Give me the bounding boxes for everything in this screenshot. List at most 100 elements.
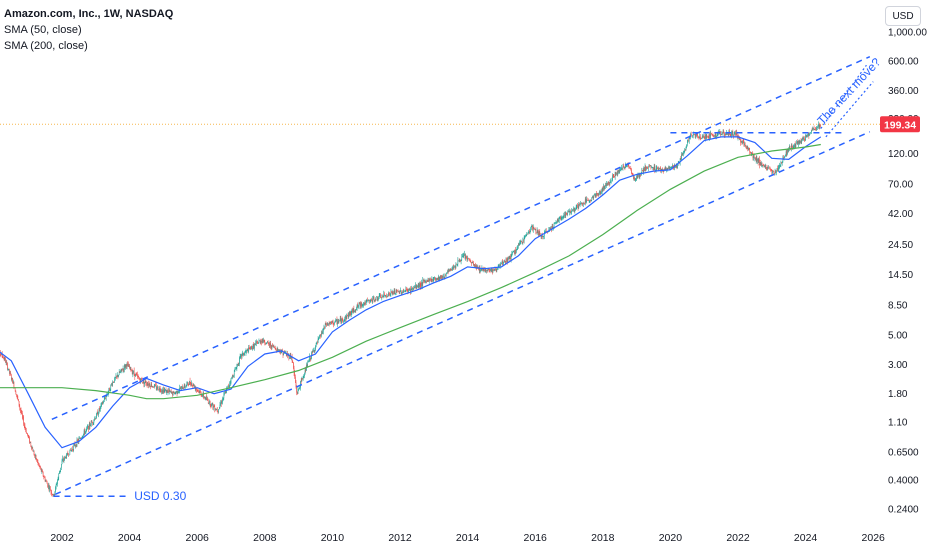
- candle-body: [803, 137, 804, 139]
- candle-body: [112, 382, 113, 386]
- candle-body: [320, 335, 321, 337]
- candle-body: [412, 288, 414, 290]
- candle-body: [196, 389, 198, 391]
- candle-body: [57, 480, 58, 485]
- candle-body: [750, 152, 751, 153]
- candle-body: [750, 152, 752, 156]
- candle-body: [256, 341, 257, 343]
- candle-body: [50, 487, 51, 491]
- candle-body: [813, 127, 814, 129]
- candle-body: [595, 193, 596, 197]
- candle-body: [142, 380, 144, 383]
- candle-body: [305, 369, 307, 371]
- candle-body: [189, 381, 191, 384]
- candle-body: [490, 269, 492, 272]
- candle-body: [178, 391, 179, 393]
- candle-body: [241, 354, 242, 357]
- candle-body: [523, 237, 525, 241]
- candle-body: [385, 295, 386, 296]
- candle-body: [787, 148, 789, 151]
- candle-body: [575, 208, 576, 210]
- candle-body: [373, 297, 374, 299]
- legend-sma200[interactable]: SMA (200, close): [4, 40, 88, 52]
- candle-body: [655, 168, 657, 170]
- candle-body: [42, 472, 44, 477]
- candle-body: [427, 281, 428, 282]
- candle-body: [148, 383, 149, 386]
- y-tick-label: 14.50: [888, 270, 913, 281]
- y-tick-label: 360.00: [888, 86, 919, 97]
- candle-body: [645, 166, 646, 170]
- drawings-group: [51, 55, 874, 497]
- candle-body: [222, 397, 224, 399]
- candle-body: [144, 382, 145, 384]
- candle-body: [382, 295, 383, 297]
- candle-body: [652, 167, 654, 168]
- candle-body: [57, 477, 59, 481]
- candle-body: [212, 402, 214, 408]
- candle-body: [436, 278, 438, 280]
- candle-body: [211, 402, 213, 404]
- candle-body: [519, 242, 520, 246]
- x-tick-label: 2020: [659, 532, 683, 544]
- candle-body: [150, 386, 151, 387]
- candle-body: [414, 286, 416, 288]
- candle-body: [454, 266, 455, 268]
- candle-body: [306, 365, 308, 367]
- candle-body: [174, 392, 175, 395]
- candle-body: [755, 157, 756, 161]
- candle-body: [406, 288, 407, 290]
- candle-body: [538, 231, 540, 236]
- candle-body: [805, 135, 806, 140]
- currency-button[interactable]: USD: [885, 6, 921, 26]
- candle-body: [668, 167, 670, 169]
- candle-body: [735, 132, 737, 135]
- candle-body: [128, 363, 129, 367]
- candle-body: [486, 270, 488, 271]
- candle-body: [620, 169, 621, 171]
- candle-body: [722, 134, 723, 135]
- candle-body: [313, 350, 314, 351]
- candle-body: [155, 385, 156, 386]
- candle-body: [94, 418, 95, 421]
- candle-body: [310, 358, 312, 360]
- candle-body: [501, 261, 503, 263]
- candle-body: [68, 454, 70, 456]
- candle-body: [351, 309, 353, 313]
- candle-body: [783, 157, 785, 159]
- x-axis[interactable]: 2002 2004 2006 2008 2010 2012 2014 2016 2018 2020…: [50, 532, 885, 544]
- candle-body: [53, 494, 55, 495]
- candle-body: [704, 137, 706, 139]
- legend-symbol[interactable]: Amazon.com, Inc., 1W, NASDAQ: [4, 8, 174, 20]
- candle-body: [643, 167, 645, 172]
- candle-body: [88, 425, 89, 430]
- candle-body: [256, 341, 258, 343]
- candle-body: [59, 470, 61, 473]
- candle-body: [317, 341, 318, 343]
- candle-body: [657, 168, 659, 171]
- candle-body: [61, 463, 62, 468]
- candle-body: [51, 494, 53, 495]
- candle-body: [44, 477, 46, 482]
- candle-body: [807, 132, 809, 135]
- candle-body: [453, 267, 454, 269]
- candle-body: [700, 137, 702, 139]
- candle-body: [103, 398, 105, 402]
- candle-body: [656, 168, 658, 169]
- projection-lines: [820, 64, 874, 138]
- candle-body: [115, 375, 117, 378]
- candle-body: [458, 260, 460, 262]
- candle-body: [547, 231, 549, 233]
- legend-sma50[interactable]: SMA (50, close): [4, 24, 82, 36]
- candle-body: [183, 388, 184, 389]
- candle-body: [326, 323, 328, 326]
- candle-body: [204, 397, 205, 399]
- y-axis[interactable]: 1,000.00600.00360.00220.00120.0070.0042.…: [888, 28, 927, 516]
- candles-group: [0, 121, 821, 497]
- candle-body: [816, 127, 817, 130]
- candle-body: [512, 251, 514, 253]
- candle-body: [415, 284, 416, 288]
- candle-body: [694, 134, 695, 135]
- candle-body: [315, 346, 316, 350]
